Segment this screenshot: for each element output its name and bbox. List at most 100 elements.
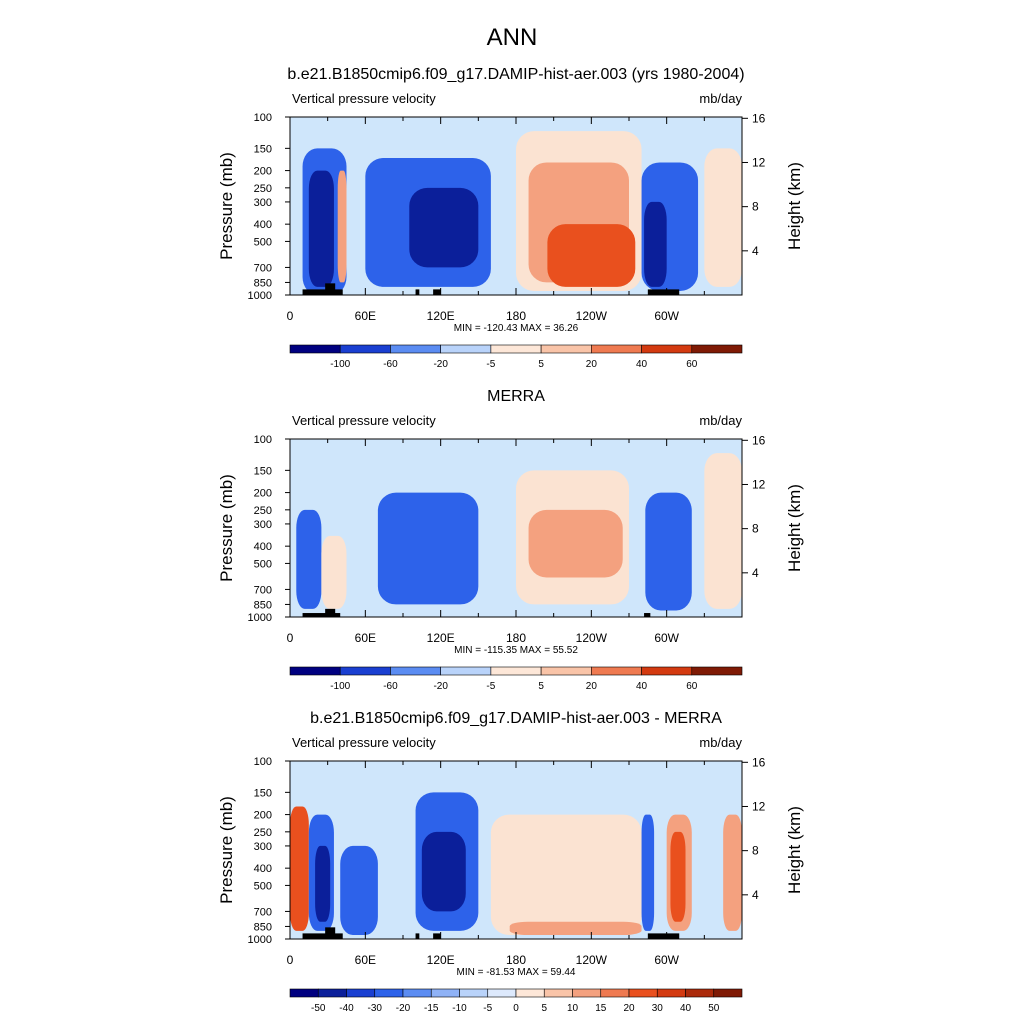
colorbar-label: 20 [586,681,598,692]
colorbar-box [572,988,602,998]
colorbar-label: -5 [486,359,495,370]
land-mask-block [644,613,651,617]
y-axis-title: Pressure (mb) [217,152,236,260]
colorbar-label: -5 [483,1003,492,1014]
colorbar-box [430,988,460,998]
colorbar-label: -60 [383,359,398,370]
y-tick-label: 300 [254,519,272,531]
colorbar: -50 -40 -30 -20 -15 -10 -5 0 5 10 15 20 30 40 50 [289,988,743,1014]
y-tick-label: 100 [254,434,272,446]
x-tick-label: 120E [427,631,455,645]
stats-text: MIN = -115.35 MAX = 55.52 [454,645,578,656]
y-right-tick-label: 4 [752,244,759,258]
colorbar-box [713,988,743,998]
y-tick-label: 200 [254,810,272,822]
y-tick-label: 300 [254,197,272,209]
colorbar-label: 0 [513,1003,519,1014]
contour-region-weak-down [321,535,347,609]
colorbar-label: -10 [452,1003,467,1014]
colorbar-box [591,344,642,354]
y-tick-label: 850 [254,599,272,611]
y-right-axis-title: Height (km) [785,806,804,894]
colorbar-box [641,666,693,676]
contour-field [290,439,742,617]
panel-left-label: Vertical pressure velocity [292,735,436,750]
colorbar-label: 5 [538,681,544,692]
contour-region-strong-down [547,224,636,287]
colorbar-box [374,988,404,998]
colorbar-box [685,988,715,998]
colorbar-box [317,988,347,998]
colorbar-label: 30 [652,1003,664,1014]
contour-region-down [723,814,742,931]
colorbar-box [390,666,441,676]
colorbar-box [339,344,391,354]
contour-field [290,761,742,939]
colorbar-box [346,988,376,998]
colorbar-box [628,988,658,998]
colorbar-label: 40 [636,681,648,692]
colorbar-box [459,988,489,998]
y-tick-label: 700 [254,262,272,274]
y-tick-label: 1000 [248,934,272,946]
x-tick-label: 0 [287,309,294,323]
contour-region-strong-down [290,806,309,931]
y-right-tick-label: 12 [752,477,766,491]
y-right-tick-label: 8 [752,200,759,214]
panel-title: b.e21.B1850cmip6.f09_g17.DAMIP-hist-aer.… [287,66,744,83]
land-mask-block [302,289,343,295]
y-tick-label: 400 [254,541,272,553]
x-tick-label: 60W [654,953,679,967]
y-tick-label: 500 [254,236,272,248]
x-tick-label: 180 [506,309,526,323]
y-right-tick-label: 16 [752,433,766,447]
y-tick-label: 250 [254,827,272,839]
panel-units: mb/day [699,735,742,750]
colorbar-label: 5 [538,359,544,370]
y-tick-label: 200 [254,488,272,500]
colorbar-box [440,666,492,676]
colorbar-box [691,344,743,354]
x-tick-label: 120E [427,309,455,323]
chart-panel: b.e21.B1850cmip6.f09_g17.DAMIP-hist-aer.… [217,710,804,1014]
contour-region-down [509,921,642,936]
colorbar: -100 -60 -20 -5 5 20 40 60 [289,344,743,370]
colorbar-label: 10 [567,1003,579,1014]
colorbar-box [289,988,319,998]
colorbar-label: 40 [680,1003,692,1014]
colorbar-label: 50 [708,1003,720,1014]
contour-region-up [641,814,655,931]
y-tick-label: 300 [254,841,272,853]
colorbar-box [540,344,592,354]
contour-region-down [337,170,347,283]
colorbar-box [591,666,642,676]
y-tick-label: 400 [254,863,272,875]
colorbar-box [289,666,341,676]
panel-title: b.e21.B1850cmip6.f09_g17.DAMIP-hist-aer.… [310,710,722,727]
contour-region-strong-up [409,187,479,268]
contour-region-up [296,509,322,609]
y-tick-label: 700 [254,906,272,918]
land-mask-block [415,933,420,939]
colorbar-box [390,344,441,354]
y-right-tick-label: 16 [752,111,766,125]
x-tick-label: 60E [355,631,376,645]
contour-field [290,117,742,295]
y-axis-title: Pressure (mb) [217,796,236,904]
panels: b.e21.B1850cmip6.f09_g17.DAMIP-hist-aer.… [217,66,804,1014]
colorbar: -100 -60 -20 -5 5 20 40 60 [289,666,743,692]
colorbar-label: -40 [339,1003,354,1014]
land-mask-block [325,927,336,939]
colorbar-label: 20 [586,359,598,370]
y-tick-label: 400 [254,219,272,231]
contour-region-weak-down [704,453,742,609]
colorbar-box [289,344,341,354]
colorbar-label: -5 [486,681,495,692]
x-tick-label: 180 [506,631,526,645]
panel-left-label: Vertical pressure velocity [292,413,436,428]
y-right-axis-title: Height (km) [785,162,804,250]
colorbar-box [600,988,630,998]
x-tick-label: 120W [576,309,608,323]
x-tick-label: 120W [576,631,608,645]
